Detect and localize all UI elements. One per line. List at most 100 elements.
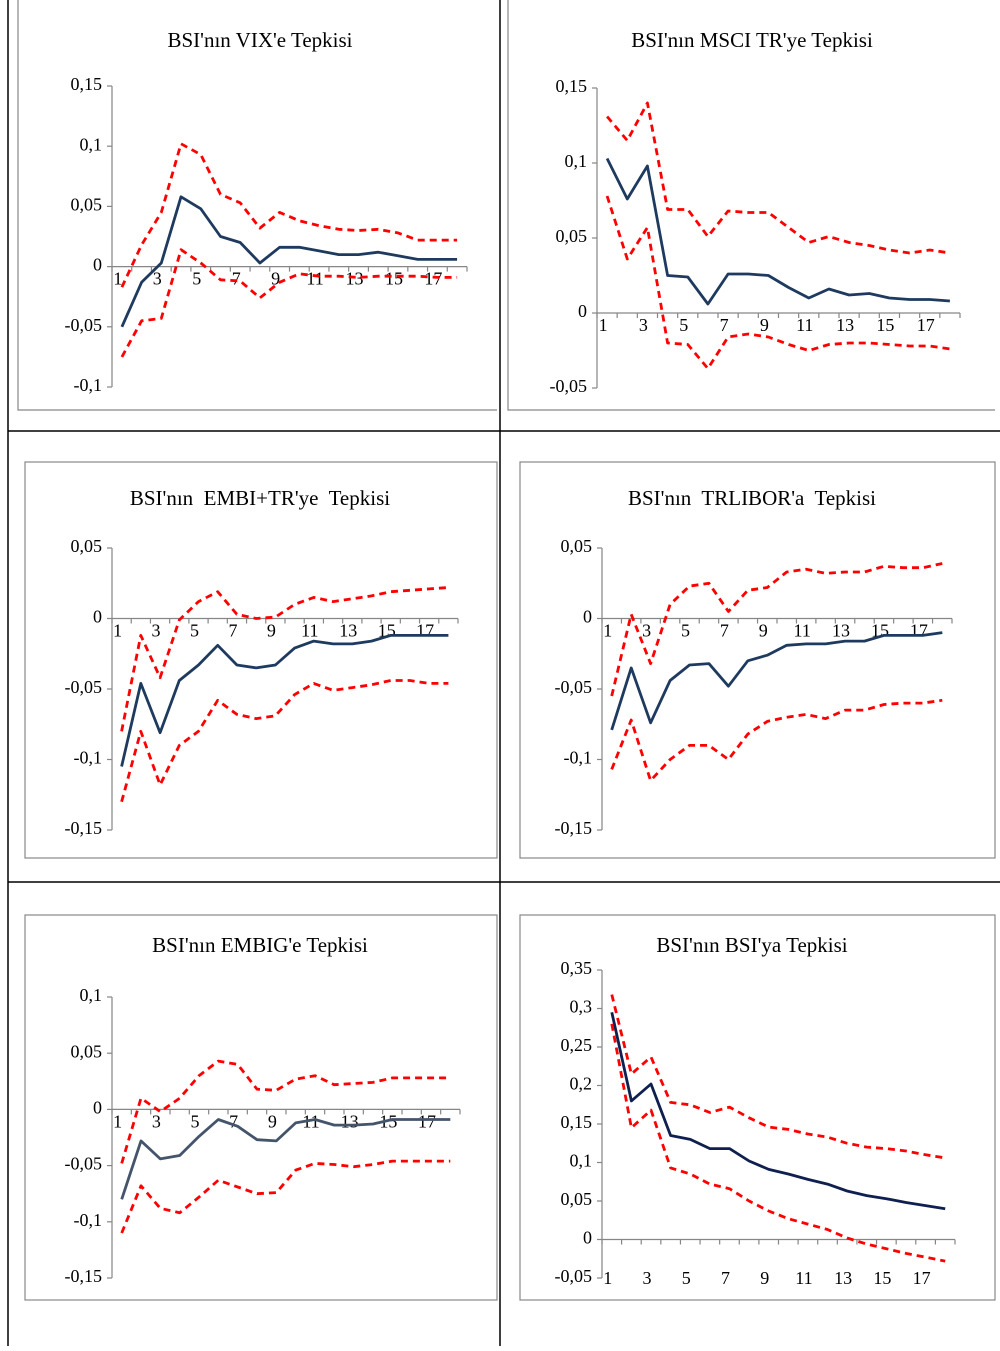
y-tick-label: 0,05 xyxy=(71,536,103,556)
response-line xyxy=(120,195,458,328)
y-tick-label: -0,05 xyxy=(550,376,588,396)
y-tick-label: -0,1 xyxy=(74,748,103,768)
x-tick-label: 9 xyxy=(760,1268,769,1288)
y-tick-label: 0 xyxy=(583,1228,592,1248)
x-tick-label: 17 xyxy=(917,315,935,335)
x-tick-label: 3 xyxy=(152,1112,161,1132)
x-tick-label: 13 xyxy=(339,621,357,641)
x-tick-label: 9 xyxy=(759,621,768,641)
x-tick-label: 9 xyxy=(268,1112,277,1132)
confidence-line xyxy=(120,1159,451,1234)
y-tick-label: -0,05 xyxy=(65,315,103,335)
x-tick-label: 15 xyxy=(385,269,403,289)
y-tick-label: 0 xyxy=(93,607,102,627)
response-line xyxy=(605,157,951,306)
y-tick-label: -0,05 xyxy=(65,1154,103,1174)
x-tick-label: 3 xyxy=(642,621,651,641)
x-tick-label: 7 xyxy=(228,621,237,641)
confidence-line xyxy=(610,994,946,1160)
y-tick-label: -0,05 xyxy=(555,1266,593,1286)
y-tick-label: 0,05 xyxy=(561,536,593,556)
x-tick-label: 5 xyxy=(681,621,690,641)
y-tick-label: 0 xyxy=(93,1098,102,1118)
x-tick-label: 15 xyxy=(876,315,894,335)
confidence-line xyxy=(610,1023,946,1263)
x-tick-label: 7 xyxy=(229,1112,238,1132)
y-tick-label: -0,15 xyxy=(65,1266,103,1286)
chart-frames xyxy=(17,0,996,1301)
x-tick-label: 17 xyxy=(913,1268,931,1288)
confidence-line xyxy=(610,698,943,782)
x-tick-label: 3 xyxy=(152,621,161,641)
y-tick-label: 0 xyxy=(578,301,587,321)
response-line xyxy=(610,631,943,731)
chart-frame xyxy=(519,914,996,1301)
x-tick-label: 13 xyxy=(832,621,850,641)
chart-title: BSI'nın EMBI+TR'ye Tepkisi xyxy=(130,486,390,510)
y-tick-label: 0,2 xyxy=(570,1074,593,1094)
x-tick-label: 3 xyxy=(643,1268,652,1288)
x-tick-label: 1 xyxy=(603,1268,612,1288)
confidence-line xyxy=(610,562,943,697)
chart-title: BSI'nın TRLIBOR'a Tepkisi xyxy=(628,486,876,510)
response-line xyxy=(610,1011,946,1211)
x-tick-label: 13 xyxy=(346,269,364,289)
y-tick-label: 0,25 xyxy=(561,1035,593,1055)
chart-title: BSI'nın VIX'e Tepkisi xyxy=(168,28,353,52)
x-tick-label: 9 xyxy=(760,315,769,335)
y-tick-label: -0,15 xyxy=(65,818,103,838)
x-tick-label: 1 xyxy=(603,621,612,641)
y-tick-label: 0,1 xyxy=(80,985,103,1005)
chart-title: BSI'nın MSCI TR'ye Tepkisi xyxy=(631,28,873,52)
confidence-line xyxy=(120,248,458,358)
x-tick-label: 13 xyxy=(836,315,854,335)
y-tick-label: 0,1 xyxy=(565,151,588,171)
x-tick-label: 13 xyxy=(341,1112,359,1132)
x-tick-label: 1 xyxy=(113,1112,122,1132)
x-tick-label: 11 xyxy=(306,269,323,289)
x-tick-label: 9 xyxy=(271,269,280,289)
x-tick-label: 11 xyxy=(793,621,810,641)
y-tick-label: 0,35 xyxy=(561,958,593,978)
confidence-line xyxy=(120,1059,451,1164)
x-tick-label: 17 xyxy=(416,621,434,641)
response-line xyxy=(120,634,449,767)
x-tick-label: 13 xyxy=(834,1268,852,1288)
x-tick-label: 3 xyxy=(153,269,162,289)
y-tick-label: -0,05 xyxy=(65,677,103,697)
x-tick-label: 5 xyxy=(682,1268,691,1288)
chart-frame xyxy=(519,461,996,859)
y-tick-label: 0,15 xyxy=(561,1112,593,1132)
x-tick-label: 15 xyxy=(873,1268,891,1288)
x-tick-label: 5 xyxy=(192,269,201,289)
y-tick-label: -0,1 xyxy=(74,375,103,395)
chart-title: BSI'nın EMBIG'e Tepkisi xyxy=(152,933,368,957)
x-tick-label: 11 xyxy=(795,1268,812,1288)
x-tick-label: 7 xyxy=(232,269,241,289)
y-tick-label: 0,1 xyxy=(570,1151,593,1171)
chart-frame xyxy=(24,461,498,859)
x-tick-label: 5 xyxy=(679,315,688,335)
x-tick-label: 9 xyxy=(267,621,276,641)
x-tick-label: 7 xyxy=(720,315,729,335)
x-tick-label: 11 xyxy=(301,621,318,641)
y-tick-label: -0,1 xyxy=(74,1210,103,1230)
chart-title: BSI'nın BSI'ya Tepkisi xyxy=(656,933,847,957)
y-tick-label: 0,05 xyxy=(561,1189,593,1209)
y-tick-label: 0 xyxy=(93,255,102,275)
y-tick-label: -0,1 xyxy=(564,748,593,768)
x-tick-label: 5 xyxy=(190,621,199,641)
x-tick-label: 11 xyxy=(796,315,813,335)
confidence-line xyxy=(120,586,449,732)
y-tick-label: -0,05 xyxy=(555,677,593,697)
confidence-line xyxy=(606,101,951,255)
chart-frame xyxy=(24,914,498,1301)
x-tick-label: 17 xyxy=(418,1112,436,1132)
y-tick-label: 0,1 xyxy=(80,134,103,154)
y-tick-label: 0 xyxy=(583,607,592,627)
chart-frame xyxy=(17,0,497,411)
y-tick-label: 0,15 xyxy=(71,74,103,94)
response-line xyxy=(120,1118,451,1200)
y-tick-label: 0,3 xyxy=(570,997,593,1017)
